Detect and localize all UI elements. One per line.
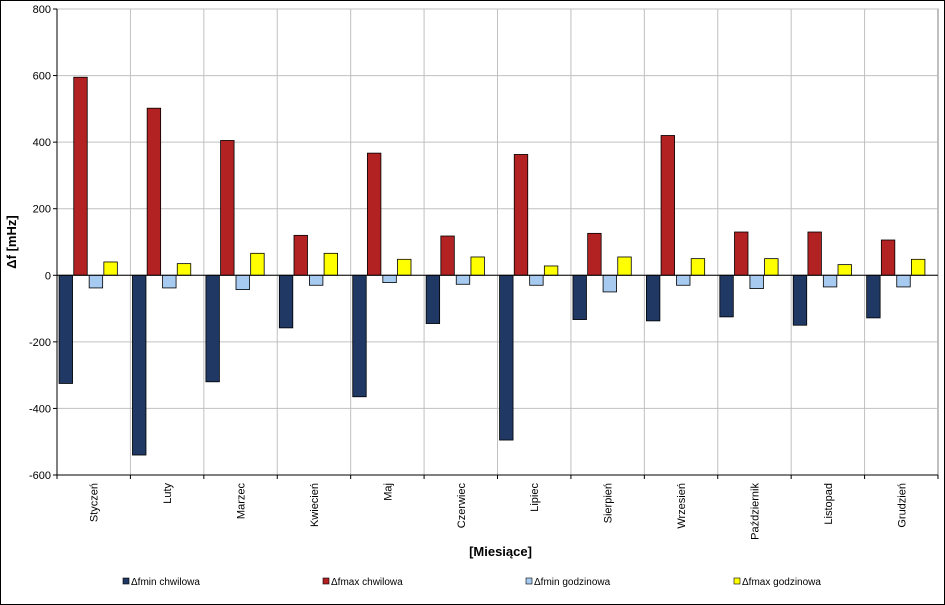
bar-1-marzec: [205, 274, 220, 383]
legend-swatch: [322, 577, 330, 585]
bar-3-grudzień: [896, 274, 911, 288]
legend-label: Δfmin godzinowa: [534, 577, 611, 588]
y-tick-label: -200: [29, 337, 51, 349]
bar-2-kwiecień: [293, 234, 308, 276]
bar-1-lipiec: [499, 274, 514, 441]
bar-4-lipiec: [543, 265, 559, 276]
bar-3-lipiec: [529, 274, 544, 286]
bar-4-grudzień: [911, 258, 926, 276]
bar-1-październik: [719, 274, 734, 318]
legend-item-2: Δfmax chwilowa: [322, 577, 403, 588]
bar-2-październik: [734, 231, 749, 276]
bars: [58, 76, 926, 456]
bar-3-wrzesień: [676, 274, 691, 286]
x-tick-label: Styczeń: [89, 483, 101, 522]
bar-1-luty: [132, 274, 147, 456]
bar-4-sierpień: [617, 256, 632, 276]
bar-1-wrzesień: [645, 274, 661, 322]
y-tick-label: 800: [33, 4, 51, 16]
bar-2-marzec: [220, 140, 235, 276]
x-tick-label: Październik: [749, 483, 761, 540]
bar-3-listopad: [822, 274, 838, 288]
bar-1-sierpień: [572, 274, 587, 320]
bar-3-październik: [749, 274, 764, 289]
y-tick-label: -400: [29, 403, 51, 415]
grid-lines: [56, 8, 939, 476]
bar-1-grudzień: [866, 274, 881, 319]
bar-1-listopad: [792, 274, 808, 326]
y-tick-label: 0: [45, 270, 51, 282]
bar-4-marzec: [250, 252, 265, 276]
x-tick-label: Marzec: [236, 483, 248, 520]
legend-swatch: [733, 577, 741, 585]
bar-4-wrzesień: [690, 258, 706, 276]
x-tick-label: Luty: [162, 483, 174, 504]
axes: [53, 8, 939, 479]
x-tick-label: Maj: [382, 483, 394, 501]
legend-swatch: [525, 577, 533, 585]
legend-label: Δfmax chwilowa: [331, 577, 403, 588]
bar-2-lipiec: [513, 154, 529, 276]
y-tick-labels: -600 -400 -200 0 200 400 600 800: [29, 4, 51, 482]
legend-item-3: Δfmin godzinowa: [525, 577, 611, 588]
bar-4-styczeń: [103, 261, 118, 276]
bar-3-czerwiec: [455, 274, 471, 285]
x-tick-label: Grudzień: [896, 483, 908, 528]
bar-1-styczeń: [58, 274, 73, 384]
x-tick-label: Kwiecień: [309, 483, 321, 527]
x-tick-label: Listopad: [823, 483, 835, 525]
bar-1-kwiecień: [278, 274, 294, 329]
bar-2-luty: [146, 107, 162, 276]
y-axis-title: Δf [mHz]: [4, 215, 19, 268]
bar-4-maj: [397, 258, 412, 276]
y-tick-label: -600: [29, 470, 51, 482]
bar-1-czerwiec: [425, 274, 441, 324]
x-tick-label: Czerwiec: [456, 483, 468, 529]
bar-2-czerwiec: [440, 235, 455, 276]
bar-3-styczeń: [88, 274, 104, 289]
bar-4-październik: [764, 258, 779, 276]
x-tick-label: Lipiec: [529, 483, 541, 512]
x-tick-label: Sierpień: [603, 483, 615, 523]
x-tick-label: Wrzesień: [676, 483, 688, 529]
y-tick-label: 200: [33, 204, 51, 216]
bar-2-listopad: [807, 231, 822, 276]
bar-2-styczeń: [73, 76, 88, 276]
bar-2-sierpień: [587, 232, 602, 276]
bar-3-marzec: [235, 274, 250, 290]
bar-3-maj: [382, 274, 397, 284]
bar-4-czerwiec: [470, 256, 485, 276]
bar-4-listopad: [837, 264, 852, 276]
y-tick-label: 600: [33, 71, 51, 83]
bar-3-sierpień: [602, 274, 617, 293]
legend-item-4: Δfmax godzinowa: [733, 577, 821, 588]
x-tick-labels: Styczeń Luty Marzec Kwiecień Maj Czerwiec Lipi…: [89, 483, 909, 540]
legend: Δfmin chwilowa Δfmax chwilowa Δfmin godzin…: [122, 577, 821, 588]
x-axis-title: [Miesiące]: [469, 544, 532, 559]
bar-2-wrzesień: [660, 135, 675, 276]
bar-2-grudzień: [880, 239, 896, 276]
bar-4-kwiecień: [323, 252, 338, 276]
legend-swatch: [122, 577, 130, 585]
bar-3-luty: [162, 274, 177, 289]
legend-label: Δfmax godzinowa: [742, 577, 821, 588]
y-tick-label: 400: [33, 137, 51, 149]
bar-3-kwiecień: [309, 274, 324, 286]
bar-2-maj: [367, 152, 382, 276]
bar-4-luty: [176, 263, 192, 276]
bar-1-maj: [352, 274, 367, 398]
legend-item-1: Δfmin chwilowa: [122, 577, 200, 588]
legend-label: Δfmin chwilowa: [131, 577, 200, 588]
